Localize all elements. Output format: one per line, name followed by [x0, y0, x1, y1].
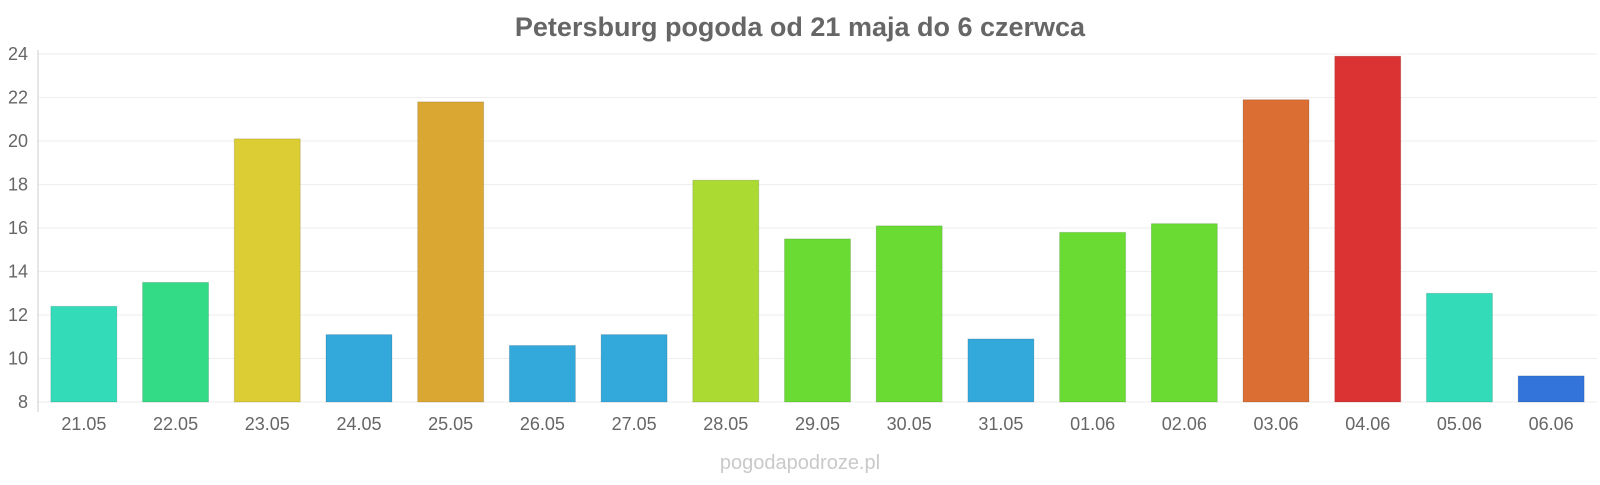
bar-03.06	[1242, 99, 1310, 403]
y-tick-label: 20	[8, 131, 28, 151]
y-tick-label: 14	[8, 262, 28, 282]
y-tick-label: 16	[8, 218, 28, 238]
x-tick-label: 27.05	[612, 414, 657, 434]
x-tick-label: 05.06	[1437, 414, 1482, 434]
bar-04.06	[1334, 55, 1402, 403]
bar-24.05	[325, 334, 393, 403]
bar-28.05	[692, 179, 760, 403]
x-tick-label: 26.05	[520, 414, 565, 434]
y-tick-label: 10	[8, 349, 28, 369]
y-tick-label: 24	[8, 44, 28, 64]
x-tick-label: 06.06	[1529, 414, 1574, 434]
x-tick-label: 02.06	[1162, 414, 1207, 434]
x-tick-label: 21.05	[61, 414, 106, 434]
x-tick-label: 30.05	[887, 414, 932, 434]
y-tick-label: 18	[8, 175, 28, 195]
x-tick-label: 04.06	[1345, 414, 1390, 434]
bar-06.06	[1517, 375, 1585, 403]
x-tick-label: 01.06	[1070, 414, 1115, 434]
bar-27.05	[600, 334, 668, 403]
y-tick-label: 22	[8, 88, 28, 108]
bar-26.05	[508, 344, 576, 403]
x-tick-label: 25.05	[428, 414, 473, 434]
bar-23.05	[233, 138, 301, 403]
x-tick-label: 23.05	[245, 414, 290, 434]
x-tick-label: 28.05	[703, 414, 748, 434]
bar-21.05	[50, 305, 118, 403]
bar-29.05	[783, 238, 852, 403]
bar-25.05	[417, 101, 485, 403]
x-tick-label: 31.05	[978, 414, 1023, 434]
chart-title: Petersburg pogoda od 21 maja do 6 czerwc…	[515, 12, 1086, 42]
y-tick-label: 8	[18, 392, 28, 412]
y-tick-label: 12	[8, 305, 28, 325]
x-tick-label: 22.05	[153, 414, 198, 434]
bar-30.05	[875, 225, 943, 403]
x-tick-label: 03.06	[1254, 414, 1299, 434]
watermark-text: pogodapodroze.pl	[720, 452, 880, 474]
x-tick-label: 29.05	[795, 414, 840, 434]
x-tick-label: 24.05	[336, 414, 381, 434]
bar-01.06	[1059, 231, 1127, 403]
bar-05.06	[1425, 292, 1493, 403]
bar-22.05	[142, 281, 210, 403]
bar-02.06	[1150, 223, 1218, 403]
x-axis-ticks: 21.05 22.05 23.05 24.05 25.05 26.05 27.05 28.05…	[61, 414, 1573, 434]
bar-31.05	[967, 338, 1035, 403]
y-axis-ticks: 8 10 12 14 16 18 20 22 24	[8, 44, 28, 412]
bars	[50, 55, 1585, 403]
